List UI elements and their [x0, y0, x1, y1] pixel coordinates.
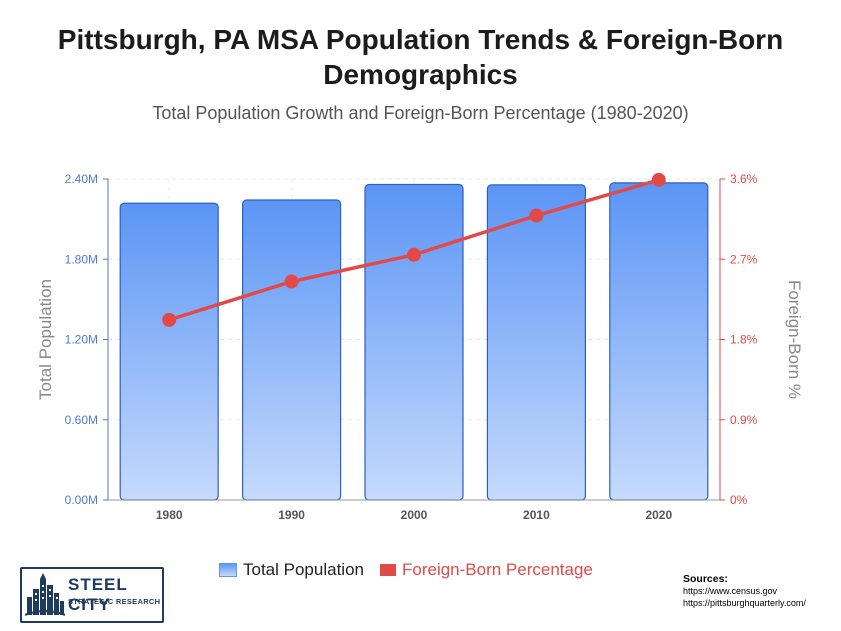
legend-item-foreign[interactable]: Foreign-Born Percentage — [380, 560, 593, 580]
legend-label-population: Total Population — [243, 560, 364, 579]
logo: STEEL CITY STRATEGIC RESEARCH — [20, 567, 164, 623]
source-link[interactable]: https://pittsburghquarterly.com/ — [683, 598, 806, 608]
legend-swatch-foreign — [380, 564, 396, 576]
x-tick-label: 2020 — [645, 508, 672, 522]
bar — [609, 182, 709, 501]
legend-item-population[interactable]: Total Population — [219, 560, 364, 580]
foreign-born-point — [407, 247, 421, 262]
y-tick-label: 0.00M — [65, 493, 98, 507]
foreign-born-point — [529, 208, 544, 223]
bar — [119, 202, 219, 501]
chart-title: Pittsburgh, PA MSA Population Trends & F… — [57, 24, 784, 90]
foreign-born-point — [162, 312, 177, 327]
y2-tick-label: 3.6% — [730, 172, 758, 186]
foreign-born-point — [651, 172, 666, 187]
bar — [242, 199, 342, 501]
y2-axis-label: Foreign-Born % — [785, 280, 804, 399]
legend-label-foreign: Foreign-Born Percentage — [402, 560, 593, 579]
y2-tick-label: 0.9% — [730, 413, 758, 427]
city-skyline-icon — [25, 573, 65, 616]
legend-swatch-population — [219, 563, 237, 577]
x-tick-label: 2010 — [523, 508, 550, 522]
bar — [486, 184, 586, 501]
bar — [364, 183, 464, 501]
y-tick-label: 1.80M — [65, 252, 98, 266]
y2-tick-label: 2.7% — [730, 252, 758, 266]
sources-label: Sources: — [683, 573, 728, 585]
source-link[interactable]: https://www.census.gov — [683, 586, 778, 596]
logo-name: STEEL CITY — [68, 575, 128, 614]
legend: Total Population Foreign-Born Percentage — [0, 560, 841, 584]
y-tick-label: 1.20M — [65, 333, 98, 347]
sources: Sources: https://www.census.gov https://… — [683, 573, 806, 609]
chart-subtitle: Total Population Growth and Foreign-Born… — [152, 103, 689, 123]
x-tick-label: 1980 — [156, 508, 183, 522]
axes: 0.00M 0% 0.60M 0.9% 1.20M 1.8% 1.80M 2.7% 2.40M 3… — [65, 172, 758, 522]
x-tick-label: 2000 — [401, 508, 428, 522]
logo-tagline: STRATEGIC RESEARCH — [68, 597, 161, 606]
foreign-born-point — [284, 274, 299, 289]
y-axis-label: Total Population — [36, 279, 55, 400]
y2-tick-label: 0% — [730, 493, 748, 507]
bar-group — [119, 182, 709, 501]
y-tick-label: 0.60M — [65, 413, 98, 427]
line-series — [162, 172, 666, 327]
y-tick-label: 2.40M — [65, 172, 98, 186]
x-tick-label: 1990 — [278, 508, 305, 522]
y2-tick-label: 1.8% — [730, 333, 758, 347]
